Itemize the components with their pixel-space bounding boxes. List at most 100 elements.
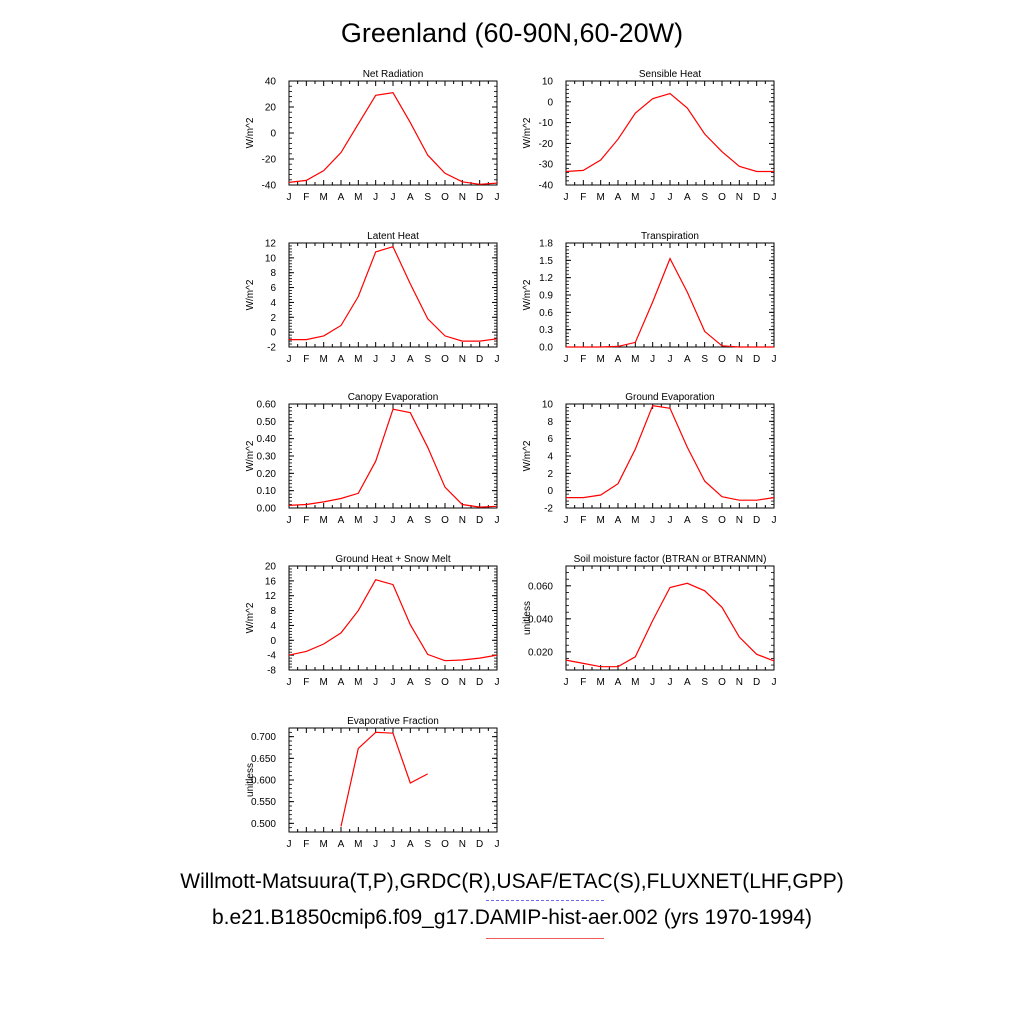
y-tick-label: 12: [265, 239, 277, 250]
x-tick-label: S: [424, 839, 431, 850]
x-tick-label: J: [287, 354, 292, 365]
y-tick-label: -30: [539, 160, 554, 171]
x-tick-label: D: [753, 677, 760, 688]
x-tick-label: F: [303, 192, 309, 203]
panel-title: Ground Heat + Snow Melt: [335, 554, 451, 565]
x-tick-label: J: [772, 515, 777, 526]
panel-title: Ground Evaporation: [625, 392, 715, 403]
x-tick-label: M: [319, 677, 327, 688]
x-tick-label: A: [338, 192, 345, 203]
panel-frame: [288, 242, 498, 348]
x-tick-label: J: [391, 839, 396, 850]
y-tick-label: 8: [270, 268, 276, 279]
y-tick-label: 0.700: [251, 732, 276, 743]
y-tick-label: 8: [270, 606, 276, 617]
figure-title: Greenland (60-90N,60-20W): [340, 18, 684, 48]
x-tick-label: M: [354, 839, 362, 850]
x-tick-label: J: [373, 515, 378, 526]
y-tick-label: 0.40: [257, 434, 277, 445]
x-tick-label: A: [615, 677, 622, 688]
x-tick-label: M: [631, 677, 639, 688]
series-line: [565, 582, 775, 668]
x-tick-label: M: [354, 677, 362, 688]
x-tick-label: J: [564, 354, 569, 365]
x-tick-label: S: [424, 192, 431, 203]
y-tick-label: 0.60: [257, 400, 277, 411]
x-tick-label: J: [495, 354, 500, 365]
y-tick-label: 0.20: [257, 469, 277, 480]
series-line: [566, 257, 774, 348]
x-tick-label: A: [615, 192, 622, 203]
x-tick-label: M: [596, 192, 604, 203]
x-tick-label: M: [631, 354, 639, 365]
x-tick-label: O: [441, 515, 449, 526]
x-tick-label: J: [668, 354, 673, 365]
x-tick-label: J: [391, 515, 396, 526]
y-tick-label: -4: [267, 651, 276, 662]
x-tick-label: A: [407, 192, 414, 203]
y-tick-label: 10: [542, 77, 554, 88]
y-tick-label: 0: [547, 97, 553, 108]
x-tick-label: N: [459, 677, 466, 688]
x-tick-label: D: [476, 839, 483, 850]
x-tick-label: A: [684, 354, 691, 365]
panel-title: Soil moisture factor (BTRAN or BTRANMN): [574, 554, 767, 565]
x-tick-label: A: [338, 354, 345, 365]
y-tick-label: 8: [547, 417, 553, 428]
x-tick-label: F: [303, 515, 309, 526]
y-tick-label: 4: [547, 452, 553, 463]
x-tick-label: J: [287, 677, 292, 688]
x-tick-label: J: [772, 354, 777, 365]
x-tick-label: J: [373, 677, 378, 688]
x-tick-label: S: [424, 354, 431, 365]
x-tick-label: S: [701, 192, 708, 203]
y-tick-label: 0.30: [257, 452, 277, 463]
series-line: [289, 245, 498, 342]
x-tick-label: M: [631, 515, 639, 526]
x-tick-label: A: [407, 839, 414, 850]
series-line: [565, 92, 774, 173]
panel-frame: [288, 565, 498, 671]
x-tick-label: A: [407, 515, 414, 526]
y-tick-label: 40: [265, 77, 277, 88]
x-tick-label: F: [303, 354, 309, 365]
x-tick-label: M: [354, 192, 362, 203]
x-tick-label: J: [668, 677, 673, 688]
x-tick-label: J: [564, 192, 569, 203]
x-tick-label: N: [736, 515, 743, 526]
y-tick-label: -20: [262, 155, 277, 166]
y-tick-label: -8: [267, 666, 276, 677]
y-tick-label: -20: [539, 139, 554, 150]
y-tick-label: 0.060: [528, 581, 553, 592]
x-tick-label: S: [424, 677, 431, 688]
y-tick-label: 0.500: [251, 819, 276, 830]
y-tick-label: 0.00: [257, 504, 277, 515]
y-tick-label: 16: [265, 576, 277, 587]
x-tick-label: A: [615, 354, 622, 365]
series-line: [566, 405, 775, 501]
x-tick-label: F: [580, 677, 586, 688]
legend-obs-label: Willmott-Matsuura(T,P),GRDC(R),USAF/ETAC…: [180, 870, 844, 893]
y-tick-label: 0.020: [528, 647, 553, 658]
y-tick-label: 4: [270, 621, 276, 632]
x-tick-label: J: [391, 354, 396, 365]
x-tick-label: O: [441, 677, 449, 688]
y-axis-label: W/m^2: [522, 117, 533, 148]
legend-model-line: [486, 938, 604, 939]
x-tick-label: A: [684, 677, 691, 688]
x-tick-label: O: [441, 839, 449, 850]
y-tick-label: 0.600: [251, 776, 276, 787]
x-tick-label: M: [596, 515, 604, 526]
x-tick-label: M: [319, 354, 327, 365]
x-tick-label: M: [354, 515, 362, 526]
x-tick-label: J: [495, 192, 500, 203]
x-tick-label: A: [407, 354, 414, 365]
x-tick-label: J: [391, 192, 396, 203]
panel-frame: [565, 80, 775, 186]
y-axis-label: W/m^2: [522, 440, 533, 471]
y-tick-label: 6: [547, 434, 553, 445]
